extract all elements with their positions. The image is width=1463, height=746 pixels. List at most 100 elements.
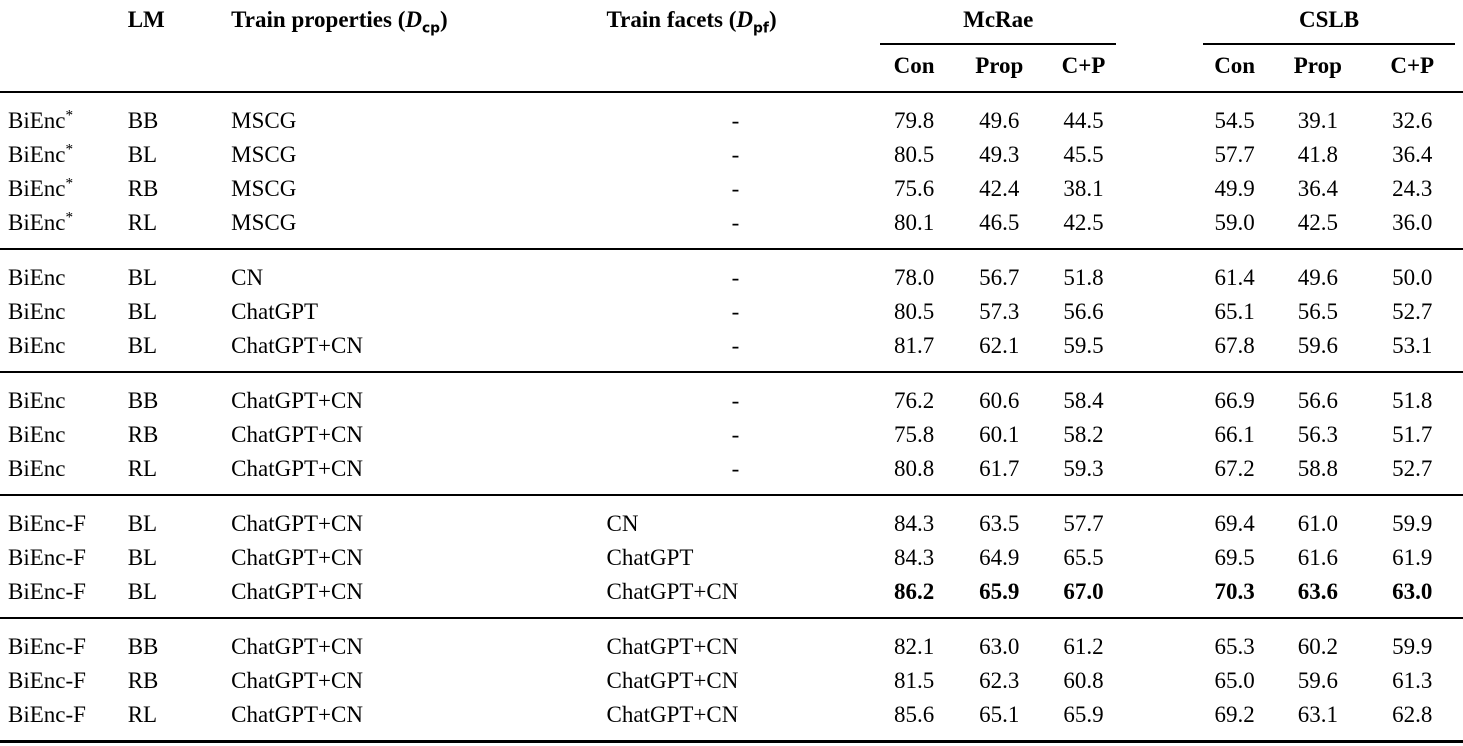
- train-properties-cell: MSCG: [223, 91, 599, 138]
- gap-cell: [1124, 575, 1195, 618]
- table-row: BiEnc BL ChatGPT - 80.5 57.3 56.6 65.1 56.5 52.7: [0, 295, 1463, 329]
- model-cell: BiEnc-F: [0, 698, 120, 743]
- train-properties-cell: ChatGPT+CN: [231, 545, 363, 570]
- lm-cell: RB: [127, 668, 159, 693]
- metric-cell: 75.8: [893, 422, 935, 447]
- column-header-mcrae-cp: C+P: [1061, 53, 1106, 78]
- metric-cell: 54.5: [1195, 91, 1275, 138]
- metric-cell: 59.0: [1214, 210, 1255, 235]
- metric-cell: 42.5: [1297, 210, 1338, 235]
- metric-cell: 61.4: [1195, 248, 1275, 295]
- metric-cell: 60.1: [979, 422, 1020, 447]
- header-row-subcolumns: Con Prop C+P Con Prop C+P: [0, 45, 1463, 92]
- metric-cell: 56.6: [1063, 299, 1104, 324]
- metric-cell: 45.5: [1063, 142, 1104, 167]
- column-group-mcrae: McRae: [872, 0, 1124, 45]
- train-properties-cell: ChatGPT+CN: [231, 333, 363, 358]
- metric-cell: 51.7: [1392, 422, 1433, 447]
- star-superscript: *: [65, 174, 74, 192]
- model-cell: BiEnc*: [8, 140, 74, 167]
- train-facets-cell: -: [598, 248, 873, 295]
- table-row: BiEnc-F BL ChatGPT+CN ChatGPT+CN 86.2 65.9 67.…: [0, 575, 1463, 618]
- metric-cell: 81.5: [893, 668, 935, 693]
- metric-cell: 41.8: [1297, 142, 1338, 167]
- model-cell: BiEnc*: [8, 208, 74, 235]
- train-facets-cell: -: [731, 299, 740, 324]
- metric-cell: 60.2: [1274, 617, 1362, 664]
- train-properties-cell: ChatGPT+CN: [223, 617, 599, 664]
- metric-cell: 39.1: [1274, 91, 1362, 138]
- train-properties-cell: ChatGPT+CN: [231, 456, 363, 481]
- table-row: BiEnc BL ChatGPT+CN - 81.7 62.1 59.5 67.8 59.6 53…: [0, 329, 1463, 372]
- cslb-group-rule: CSLB: [1203, 8, 1455, 45]
- column-group-cslb: CSLB: [1195, 0, 1463, 45]
- table-row: BiEnc* RB MSCG - 75.6 42.4 38.1 49.9 36.4 24.3: [0, 172, 1463, 206]
- lm-cell: BL: [127, 579, 158, 604]
- lm-cell: BB: [119, 617, 224, 664]
- train-facets-cell: -: [598, 91, 873, 138]
- math-subscript-cp: cp: [421, 20, 441, 37]
- metric-cell: 46.5: [979, 210, 1020, 235]
- metric-cell: 50.0: [1361, 248, 1463, 295]
- table-row: BiEnc BB ChatGPT+CN -76.2 60.6 58.4 66.9 56.6 51…: [0, 371, 1463, 418]
- metric-cell: 85.6: [872, 698, 956, 743]
- model-cell: BiEnc: [8, 333, 66, 358]
- metric-cell: 38.1: [1063, 176, 1104, 201]
- metric-cell: 78.0: [872, 248, 956, 295]
- gap-cell: [1124, 371, 1196, 418]
- metric-cell: 80.1: [893, 210, 935, 235]
- table-row: BiEnc-F RB ChatGPT+CN ChatGPT+CN 81.5 62.3 60.…: [0, 664, 1463, 698]
- metric-cell: 42.4: [979, 176, 1020, 201]
- model-cell: BiEnc-F: [8, 579, 86, 604]
- train-facets-cell: -: [731, 456, 740, 481]
- table-row: BiEnc-F BL ChatGPT+CN CN 84.3 63.5 57.7 69.4 61.…: [0, 494, 1463, 541]
- train-facets-cell: -: [731, 176, 740, 201]
- metric-cell: 60.6: [955, 371, 1043, 418]
- model-cell: BiEnc: [0, 248, 120, 295]
- cslb-group-label: CSLB: [1298, 7, 1360, 32]
- lm-cell: BL: [119, 494, 224, 541]
- lm-cell: BL: [127, 142, 158, 167]
- metric-cell: 59.5: [1063, 333, 1104, 358]
- table-row: BiEnc* BL MSCG - 80.5 49.3 45.5 57.7 41.8 36.4: [0, 138, 1463, 172]
- model-cell: BiEnc-F: [8, 545, 86, 570]
- empty-header-cell: [599, 45, 873, 92]
- empty-header-cell: [223, 45, 598, 92]
- empty-header-cell: [0, 45, 120, 92]
- metric-cell: 58.8: [1297, 456, 1338, 481]
- metric-cell: 63.0: [955, 617, 1043, 664]
- metric-cell: 57.7: [1042, 494, 1125, 541]
- column-header-lm: LM: [127, 7, 165, 32]
- metric-cell: 56.6: [1274, 371, 1362, 418]
- train-properties-close: ): [440, 7, 448, 32]
- train-properties-label: Train properties (: [231, 7, 406, 32]
- model-cell: BiEnc: [8, 456, 66, 481]
- metric-cell: 80.5: [893, 142, 935, 167]
- lm-cell: BL: [119, 248, 224, 295]
- metric-cell: 61.3: [1392, 668, 1433, 693]
- train-properties-cell: ChatGPT+CN: [223, 698, 599, 743]
- metric-cell: 58.2: [1063, 422, 1104, 447]
- metric-cell: 49.6: [955, 91, 1043, 138]
- gap-cell: [1124, 541, 1195, 575]
- mcrae-group-label: McRae: [963, 7, 1034, 32]
- mcrae-group-rule: McRae: [880, 7, 1117, 45]
- metric-cell: 59.6: [1297, 668, 1338, 693]
- train-properties-cell: ChatGPT: [231, 299, 319, 324]
- metric-cell: 62.1: [979, 333, 1020, 358]
- metric-cell: 84.3: [893, 545, 935, 570]
- metric-cell: 24.3: [1392, 176, 1433, 201]
- gap-cell: [1124, 91, 1196, 138]
- metric-cell: 80.8: [893, 456, 935, 481]
- metric-cell: 65.1: [1214, 299, 1255, 324]
- table-row: BiEnc-F BL ChatGPT+CN ChatGPT 84.3 64.9 65.5 69…: [0, 541, 1463, 575]
- lm-cell: BL: [127, 299, 158, 324]
- model-cell: BiEnc-F: [8, 668, 86, 693]
- train-facets-cell: ChatGPT+CN: [606, 579, 739, 604]
- header-row-top: LM Train properties (Dcp) Train facets (…: [0, 0, 1463, 45]
- metric-cell: 36.4: [1297, 176, 1338, 201]
- metric-cell: 69.4: [1195, 494, 1275, 541]
- train-properties-cell: ChatGPT+CN: [231, 668, 363, 693]
- lm-cell: BB: [119, 91, 224, 138]
